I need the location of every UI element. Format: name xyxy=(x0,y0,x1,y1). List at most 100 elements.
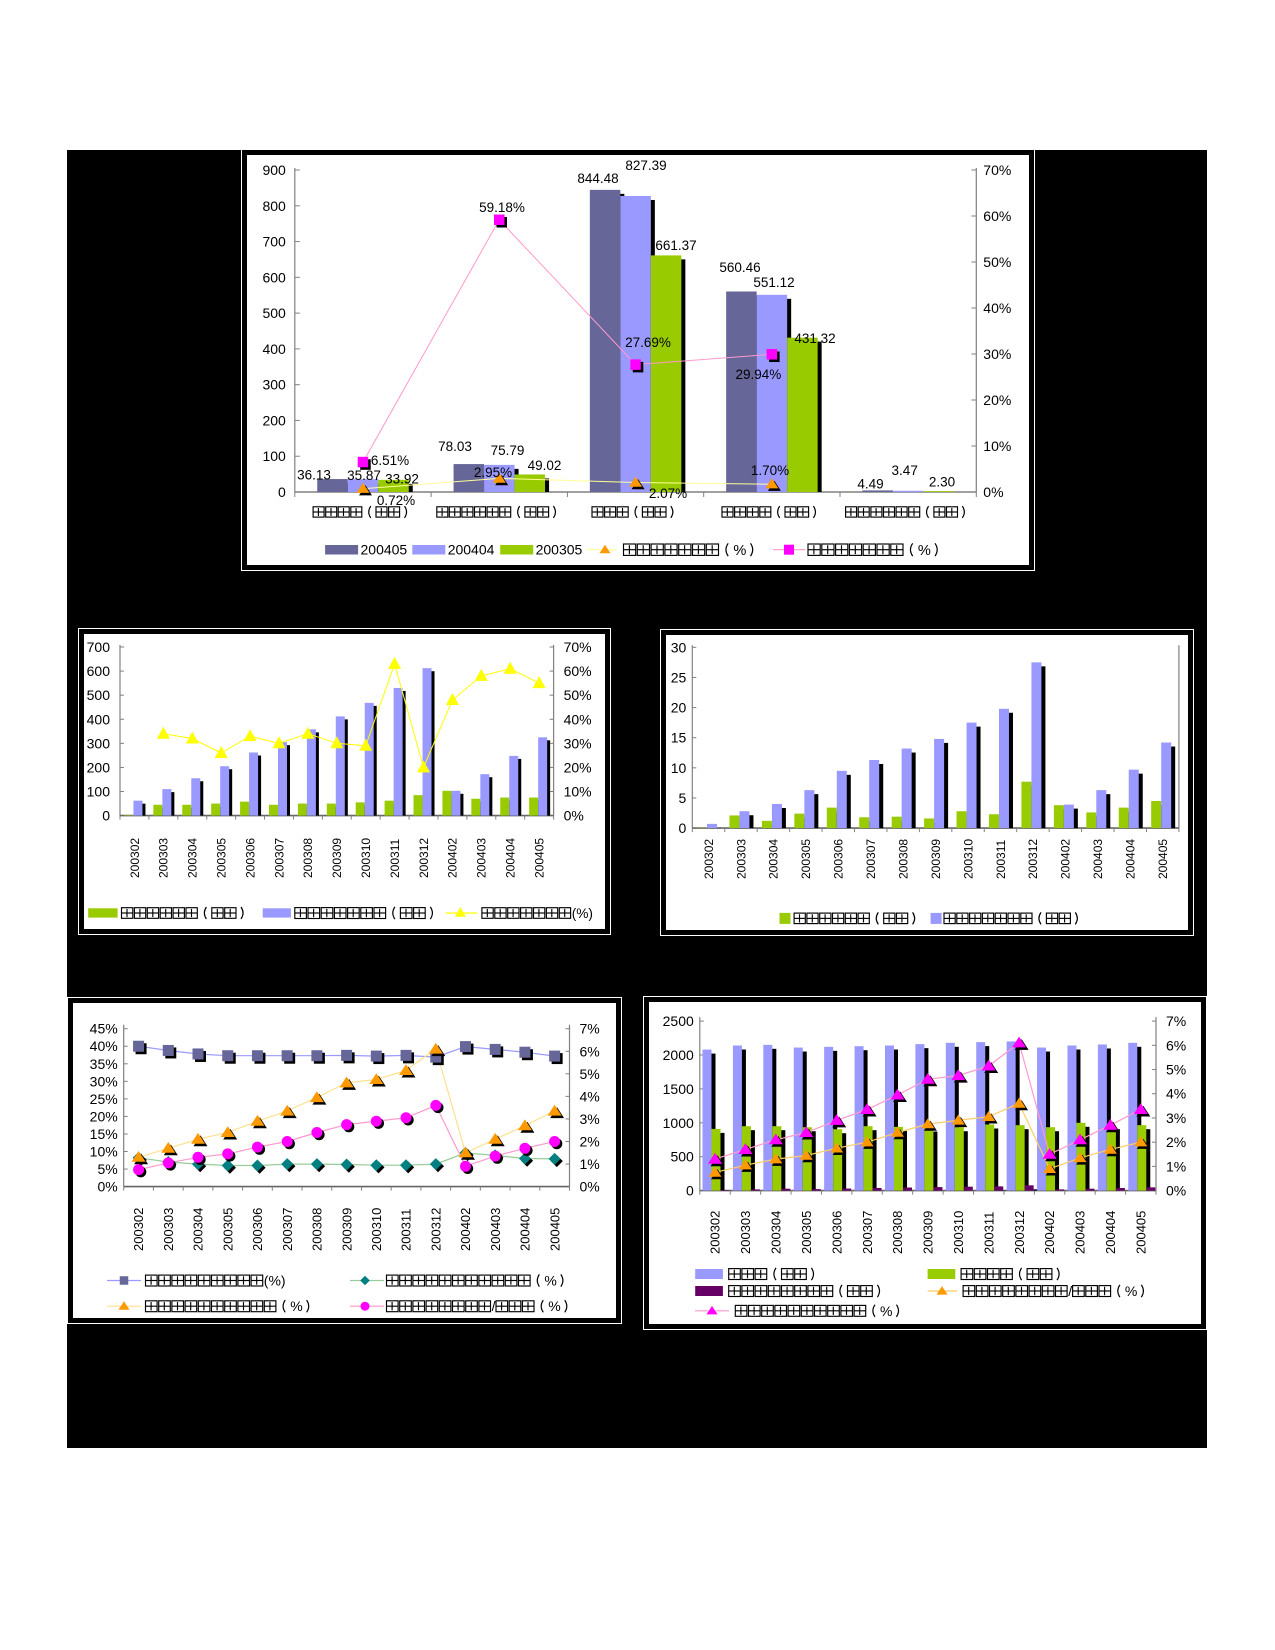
svg-text:4.49: 4.49 xyxy=(857,477,883,492)
svg-text:200306: 200306 xyxy=(829,1211,844,1254)
svg-text:500: 500 xyxy=(670,1149,694,1165)
svg-text:7%: 7% xyxy=(580,1021,600,1037)
svg-text:36.13: 36.13 xyxy=(297,468,331,483)
svg-text:500: 500 xyxy=(262,305,286,321)
svg-text:%: % xyxy=(290,1298,302,1314)
svg-text:0.72%: 0.72% xyxy=(377,493,415,508)
svg-text:200304: 200304 xyxy=(186,838,200,878)
svg-text:0: 0 xyxy=(686,1183,694,1199)
svg-text:200403: 200403 xyxy=(475,838,489,878)
svg-text:30%: 30% xyxy=(90,1073,118,1089)
svg-text:200307: 200307 xyxy=(864,839,878,879)
svg-text:200311: 200311 xyxy=(388,839,402,878)
svg-text:700: 700 xyxy=(262,234,286,250)
svg-text:2%: 2% xyxy=(1166,1134,1186,1150)
svg-text:800: 800 xyxy=(262,198,286,214)
svg-text:200311: 200311 xyxy=(994,840,1008,879)
svg-text:200404: 200404 xyxy=(504,838,518,878)
svg-text:4%: 4% xyxy=(580,1088,600,1104)
svg-text:100: 100 xyxy=(262,448,286,464)
svg-text:5%: 5% xyxy=(1166,1062,1186,1078)
svg-text:200312: 200312 xyxy=(1026,839,1040,879)
svg-text:600: 600 xyxy=(262,269,286,285)
svg-text:40%: 40% xyxy=(983,300,1011,316)
svg-text:45%: 45% xyxy=(90,1021,118,1037)
svg-text:200404: 200404 xyxy=(448,542,495,558)
svg-text:5: 5 xyxy=(679,790,687,806)
svg-text:827.39: 827.39 xyxy=(625,158,666,173)
svg-text:60%: 60% xyxy=(564,663,592,679)
svg-text:60%: 60% xyxy=(983,208,1011,224)
svg-text:200306: 200306 xyxy=(243,838,257,878)
svg-text:700: 700 xyxy=(87,639,111,655)
svg-text:1500: 1500 xyxy=(663,1081,694,1097)
svg-text:200308: 200308 xyxy=(301,838,315,878)
svg-text:200403: 200403 xyxy=(488,1208,503,1251)
svg-text:40%: 40% xyxy=(90,1038,118,1054)
svg-text:2.30: 2.30 xyxy=(929,475,955,490)
svg-text:3%: 3% xyxy=(1166,1110,1186,1126)
svg-text:200405: 200405 xyxy=(533,838,547,878)
svg-text:200402: 200402 xyxy=(458,1208,473,1251)
svg-text:5%: 5% xyxy=(97,1161,117,1177)
svg-text:%: % xyxy=(918,543,931,559)
svg-text:%: % xyxy=(544,1273,556,1289)
svg-text:/: / xyxy=(1068,1283,1072,1299)
svg-text:40%: 40% xyxy=(564,711,592,727)
svg-text:200304: 200304 xyxy=(769,1211,784,1254)
svg-text:10%: 10% xyxy=(983,438,1011,454)
svg-text:200312: 200312 xyxy=(417,838,431,878)
svg-text:200: 200 xyxy=(87,759,111,775)
svg-text:200308: 200308 xyxy=(310,1208,325,1251)
svg-text:29.94%: 29.94% xyxy=(736,367,782,382)
svg-text:200402: 200402 xyxy=(446,838,460,878)
svg-text:200311: 200311 xyxy=(399,1209,414,1251)
svg-text:200310: 200310 xyxy=(369,1208,384,1251)
svg-text:200307: 200307 xyxy=(272,838,286,878)
svg-text:1%: 1% xyxy=(580,1156,600,1172)
svg-text:200402: 200402 xyxy=(1042,1211,1057,1254)
svg-text:0%: 0% xyxy=(97,1179,117,1195)
svg-text:200303: 200303 xyxy=(161,1208,176,1251)
svg-text:200404: 200404 xyxy=(518,1208,533,1251)
svg-text:200306: 200306 xyxy=(832,839,846,879)
svg-text:200309: 200309 xyxy=(330,838,344,878)
svg-text:200305: 200305 xyxy=(215,838,229,878)
svg-text:200405: 200405 xyxy=(1156,839,1170,879)
svg-text:1%: 1% xyxy=(1166,1158,1186,1174)
svg-text:200311: 200311 xyxy=(981,1212,996,1254)
svg-text:10%: 10% xyxy=(564,784,592,800)
svg-text:200302: 200302 xyxy=(131,1208,146,1251)
svg-text:10%: 10% xyxy=(90,1144,118,1160)
svg-text:200302: 200302 xyxy=(708,1211,723,1254)
svg-text:200302: 200302 xyxy=(128,838,142,878)
svg-text:200310: 200310 xyxy=(359,838,373,878)
svg-text:75.79: 75.79 xyxy=(491,443,525,458)
svg-text:0%: 0% xyxy=(983,484,1003,500)
svg-text:200405: 200405 xyxy=(547,1208,562,1251)
svg-text:4%: 4% xyxy=(1166,1086,1186,1102)
svg-text:0: 0 xyxy=(278,484,286,500)
svg-text:200309: 200309 xyxy=(921,1211,936,1254)
svg-text:1.70%: 1.70% xyxy=(751,463,789,478)
svg-text:200306: 200306 xyxy=(250,1208,265,1251)
svg-text:200309: 200309 xyxy=(339,1208,354,1251)
svg-text:200305: 200305 xyxy=(536,542,583,558)
svg-text:2500: 2500 xyxy=(663,1013,694,1029)
svg-text:200310: 200310 xyxy=(951,1211,966,1254)
svg-text:200304: 200304 xyxy=(767,839,781,879)
svg-text:%: % xyxy=(1125,1283,1137,1299)
svg-text:200305: 200305 xyxy=(799,1211,814,1254)
svg-text:20%: 20% xyxy=(90,1108,118,1124)
svg-text:20%: 20% xyxy=(564,759,592,775)
svg-text:78.03: 78.03 xyxy=(438,439,472,454)
svg-text:10: 10 xyxy=(671,760,687,776)
svg-text:200404: 200404 xyxy=(1124,839,1138,879)
svg-text:(%): (%) xyxy=(264,1273,286,1289)
svg-text:20: 20 xyxy=(671,700,687,716)
svg-text:200: 200 xyxy=(262,412,286,428)
svg-text:844.48: 844.48 xyxy=(577,171,618,186)
svg-text:200307: 200307 xyxy=(860,1211,875,1254)
svg-text:200312: 200312 xyxy=(1012,1211,1027,1254)
svg-text:49.02: 49.02 xyxy=(528,458,562,473)
